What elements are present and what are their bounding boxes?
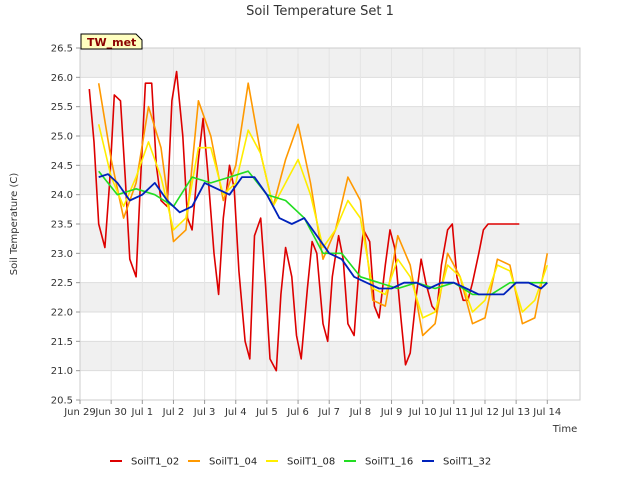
- series-line-soilt1-08: [97, 124, 549, 319]
- y-axis-ticks: 20.5 21.0 21.5 22.0 22.5 23.0 23.5 24.0 24.5 25.0…: [51, 44, 80, 407]
- x-tick-label: Jul 12: [470, 407, 499, 418]
- chart-title: Soil Temperature Set 1: [246, 4, 394, 19]
- background-band: [80, 370, 580, 400]
- x-axis-ticks: Jun 29 Jun 30 Jul 1 Jul 2 Jul 3 Jul 4 Jul 5 Jul…: [63, 400, 561, 418]
- background-band: [80, 106, 580, 136]
- y-tick-label: 21.5: [51, 337, 73, 348]
- x-tick-label: Jul 7: [317, 407, 340, 418]
- station-tag-box: [80, 33, 143, 50]
- x-tick-label: Jul 3: [193, 407, 216, 418]
- series-line-soilt1-32: [98, 173, 548, 296]
- y-tick-label: 23.5: [51, 220, 73, 231]
- x-tick-label: Jul 13: [501, 407, 530, 418]
- y-tick-label: 24.5: [51, 161, 73, 172]
- x-tick-label: Jul 5: [255, 407, 278, 418]
- x-tick-label: Jul 9: [380, 407, 403, 418]
- legend: SoilT1_02 SoilT1_04 SoilT1_08 SoilT1_16 Soil…: [110, 457, 491, 468]
- x-tick-label: Jul 2: [162, 407, 185, 418]
- plot-grid: [79, 47, 580, 401]
- station-tag-label: TW_met: [87, 36, 136, 49]
- background-band: [80, 48, 580, 78]
- y-tick-label: 22.5: [51, 278, 73, 289]
- y-tick-label: 26.0: [51, 73, 73, 84]
- x-tick-label: Jun 29: [63, 407, 96, 418]
- x-tick-label: Jul 1: [131, 407, 154, 418]
- y-tick-label: 20.5: [51, 396, 73, 407]
- x-axis-label: Time: [552, 424, 577, 435]
- y-tick-label: 24.0: [51, 190, 73, 201]
- y-tick-label: 21.0: [51, 366, 73, 377]
- y-tick-label: 23.0: [51, 249, 73, 260]
- y-tick-label: 26.5: [51, 44, 73, 55]
- series-line-soilt1-04: [97, 82, 549, 337]
- y-tick-label: 22.0: [51, 308, 73, 319]
- series-line-soilt1-02: [88, 70, 520, 372]
- background-band: [80, 341, 580, 371]
- x-tick-label: Jul 4: [224, 407, 247, 418]
- legend-label: SoilT1_02: [131, 457, 179, 468]
- x-tick-label: Jun 30: [94, 407, 127, 418]
- data-series: [88, 70, 549, 372]
- x-tick-label: Jul 8: [349, 407, 372, 418]
- background-band: [80, 165, 580, 195]
- x-tick-label: Jul 6: [286, 407, 309, 418]
- station-tag: TW_met: [80, 33, 143, 50]
- x-tick-label: Jul 14: [532, 407, 561, 418]
- y-tick-label: 25.0: [51, 132, 73, 143]
- legend-label: SoilT1_16: [365, 457, 413, 468]
- x-tick-label: Jul 10: [408, 407, 437, 418]
- legend-label: SoilT1_32: [443, 457, 491, 468]
- background-band: [80, 194, 580, 224]
- y-tick-label: 25.5: [51, 102, 73, 113]
- plot-background-bands: [80, 48, 580, 400]
- x-tick-label: Jul 11: [439, 407, 468, 418]
- legend-label: SoilT1_08: [287, 457, 335, 468]
- y-axis-label: Soil Temperature (C): [9, 173, 20, 276]
- background-band: [80, 77, 580, 107]
- legend-label: SoilT1_04: [209, 457, 257, 468]
